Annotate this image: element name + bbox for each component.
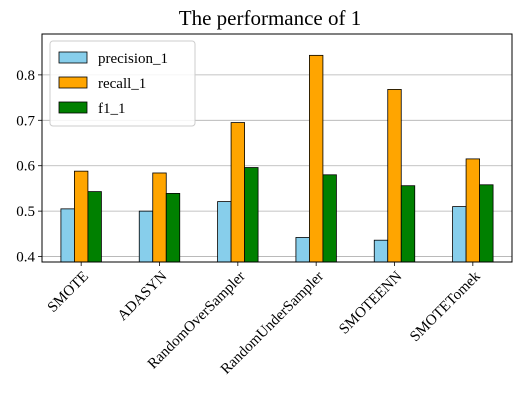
legend-label: recall_1	[98, 76, 146, 92]
y-tick-label: 0.5	[16, 204, 35, 220]
legend-swatch-precision-1	[58, 51, 88, 64]
bar-precision-1-smote	[60, 208, 75, 263]
x-tick-label: SMOTEENN	[336, 268, 405, 337]
bar-precision-1-smoteenn	[373, 239, 389, 263]
bar-recall-1-randomoversampler	[230, 122, 245, 263]
legend-label: precision_1	[98, 51, 168, 67]
bar-recall-1-smoteenn	[387, 89, 402, 263]
bar-f1-1-smotetomek	[479, 184, 494, 263]
y-tick-label: 0.4	[16, 250, 35, 266]
bar-precision-1-adasyn	[138, 210, 154, 263]
x-tick-label: SMOTETomek	[407, 268, 484, 345]
y-tick-label: 0.8	[16, 68, 35, 84]
bar-f1-1-smote	[87, 191, 102, 263]
x-tick-label: ADASYN	[115, 268, 171, 324]
legend-label: f1_1	[98, 101, 126, 117]
bar-f1-1-smoteenn	[400, 185, 416, 263]
bar-precision-1-randomundersampler	[295, 237, 310, 263]
chart-title: The performance of 1	[179, 6, 362, 30]
legend-swatch-f1-1	[58, 101, 88, 114]
bar-precision-1-randomoversampler	[217, 201, 232, 263]
bar-f1-1-randomundersampler	[322, 174, 337, 263]
y-tick-label: 0.7	[16, 113, 35, 129]
x-tick-label: SMOTE	[45, 269, 92, 316]
bar-recall-1-adasyn	[152, 172, 167, 263]
bar-recall-1-randomundersampler	[309, 54, 324, 263]
bar-precision-1-smotetomek	[452, 206, 467, 263]
plot-frame	[41, 33, 513, 263]
bar-f1-1-randomoversampler	[244, 167, 259, 263]
bar-recall-1-smotetomek	[465, 158, 480, 263]
y-tick-label: 0.6	[16, 159, 35, 175]
bar-recall-1-smote	[74, 170, 89, 263]
legend: precision_1 recall_1 f1_1	[49, 40, 196, 127]
bar-f1-1-adasyn	[165, 193, 181, 263]
legend-swatch-recall-1	[58, 76, 88, 89]
